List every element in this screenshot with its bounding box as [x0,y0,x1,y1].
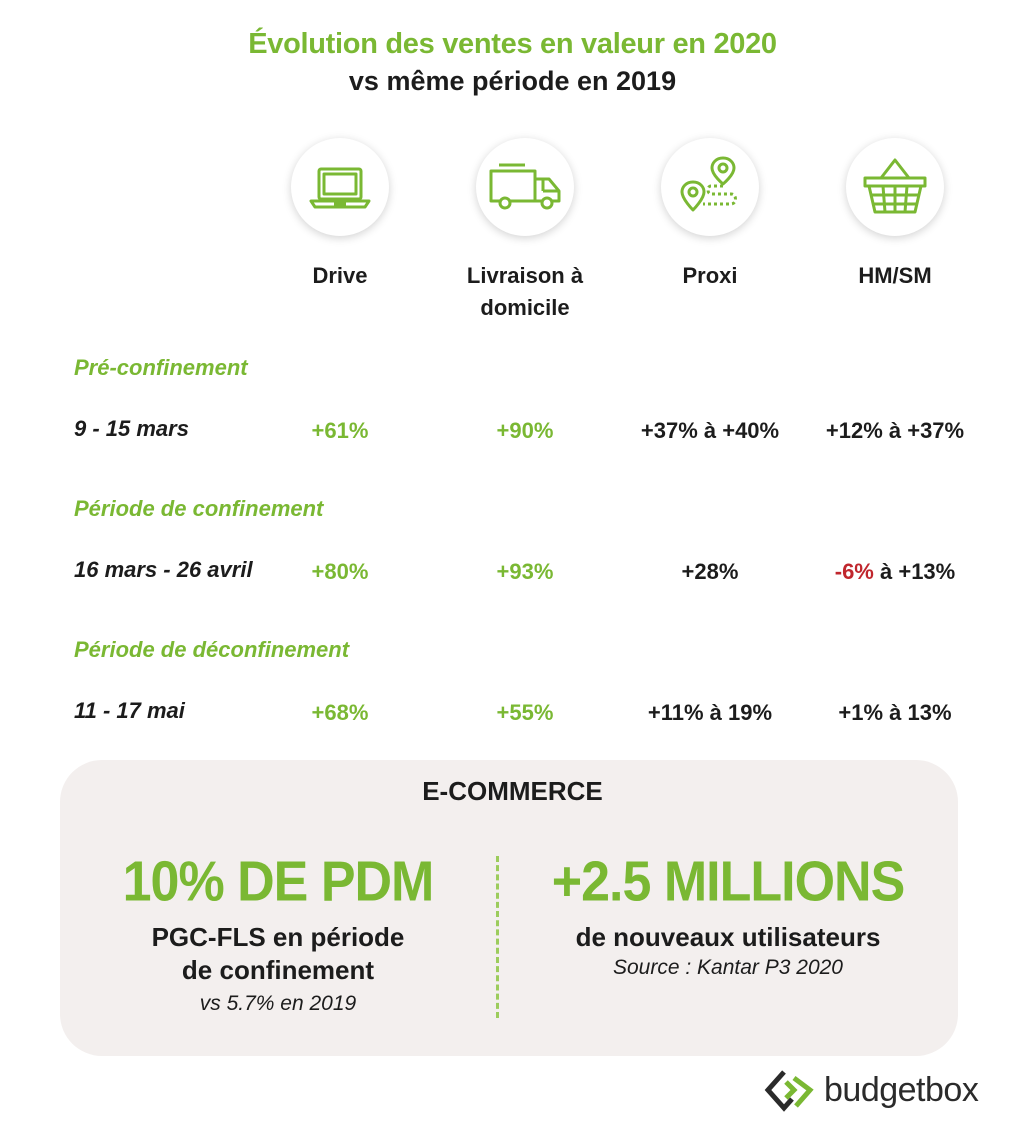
budgetbox-logo: budgetbox [764,1068,979,1112]
value-hmsm-deconf: +1% à 13% [838,700,952,725]
column-header-drive: Drive [312,263,368,288]
row-label-confinement: 16 mars - 26 avril [74,557,253,582]
market-share-note: vs 5.7% en 2019 [199,992,357,1015]
budgetbox-logo-icon [764,1070,814,1112]
market-share-stat: 10% DE PDM [122,850,435,914]
value-proxi-conf: +28% [681,559,739,584]
laptop-icon [309,167,371,209]
page-subtitle: vs même période en 2019 [348,66,677,96]
map-pin-route-icon [680,156,737,212]
value-livraison-pre: +90% [496,418,554,443]
new-users-description: de nouveaux utilisateurs [575,922,881,952]
column-header-proxi: Proxi [682,263,738,288]
logo-wordmark: budgetbox [824,1070,979,1109]
source-note: Source : Kantar P3 2020 [613,956,843,979]
value-drive-deconf: +68% [311,700,369,725]
delivery-icon-badge [476,138,574,236]
ecommerce-title: E-COMMERCE [422,776,603,806]
proxi-icon-badge [661,138,759,236]
value-hmsm-conf-rest: à +13% [880,559,956,584]
section-label-deconfinement: Période de déconfinement [74,637,350,662]
value-livraison-conf: +93% [496,559,554,584]
hmsm-icon-badge [846,138,944,236]
row-label-pre-confinement: 9 - 15 mars [74,416,189,441]
section-label-pre-confinement: Pré-confinement [74,355,248,380]
section-label-confinement: Période de confinement [74,496,324,521]
page-title: Évolution des ventes en valeur en 2020 [248,28,777,60]
new-users-stat: +2.5 MILLIONS [551,850,906,914]
value-proxi-pre: +37% à +40% [640,418,780,443]
value-proxi-deconf: +11% à 19% [647,700,773,725]
row-label-deconfinement: 11 - 17 mai [74,698,185,723]
column-header-hmsm: HM/SM [858,263,932,288]
value-drive-conf: +80% [311,559,369,584]
column-header-livraison: Livraison à domicile [466,263,584,320]
shopping-basket-icon [863,158,927,214]
value-hmsm-conf-negative: -6% [834,559,874,584]
ecommerce-panel [60,760,958,1056]
panel-divider [496,856,499,1018]
drive-icon-badge [291,138,389,236]
delivery-truck-icon [489,163,561,210]
value-hmsm-conf: -6% à +13% [805,559,985,585]
market-share-description: PGC-FLS en période de confinement [151,922,405,985]
value-drive-pre: +61% [311,418,369,443]
value-livraison-deconf: +55% [496,700,554,725]
value-hmsm-pre: +12% à +37% [825,418,965,443]
